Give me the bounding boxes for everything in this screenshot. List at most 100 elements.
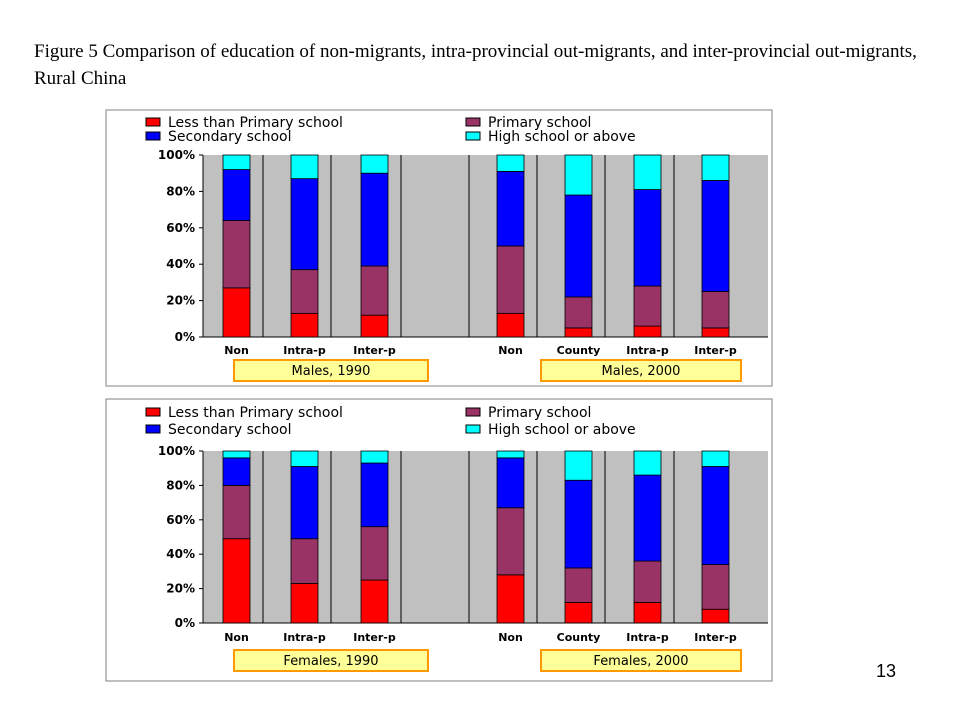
- females-bar-0-segment-3: [222, 450, 251, 459]
- females-bar-0-segment-1: [222, 484, 251, 540]
- females-bar-4-segment-2: [564, 479, 593, 569]
- males-y-tick-label-1: 20%: [166, 294, 195, 308]
- males-bar-1-segment-3: [290, 154, 319, 180]
- females-plot-area: [203, 451, 768, 623]
- females-bar-2-segment-2: [360, 462, 389, 528]
- males-legend-swatch-0: [145, 117, 161, 127]
- females-bar-2-segment-1: [360, 526, 389, 581]
- females-bar-2-segment-0: [360, 579, 389, 624]
- males-group-label-box-1: [540, 359, 742, 382]
- males-y-tick-label-5: 100%: [158, 148, 195, 162]
- females-bar-6-segment-0: [701, 608, 730, 624]
- males-bar-4-segment-1: [564, 296, 593, 329]
- males-bar-6-segment-2: [701, 180, 730, 292]
- females-bar-1-segment-2: [290, 466, 319, 540]
- males-y-tick-label-2: 40%: [166, 257, 195, 271]
- males-bar-2-segment-2: [360, 172, 389, 267]
- females-bar-3-segment-2: [496, 457, 525, 509]
- males-group-label-box-0: [233, 359, 429, 382]
- females-bar-6-segment-1: [701, 564, 730, 610]
- males-bar-3-segment-3: [496, 154, 525, 172]
- males-legend-label-2: Secondary school: [168, 129, 291, 145]
- males-category-label-1: Intra-p: [283, 344, 326, 357]
- females-group-label-1: Females, 2000: [593, 654, 688, 669]
- females-bar-2-segment-3: [360, 450, 389, 464]
- females-legend-swatch-1: [465, 407, 481, 417]
- females-category-label-1: Intra-p: [283, 631, 326, 644]
- females-bar-5-segment-3: [633, 450, 662, 476]
- males-plot-area: [203, 155, 768, 337]
- females-category-label-0: Non: [224, 631, 249, 644]
- males-bar-3-segment-2: [496, 170, 525, 247]
- females-bar-6-segment-2: [701, 466, 730, 565]
- males-bar-5-segment-0: [633, 325, 662, 338]
- males-category-label-0: Non: [224, 344, 249, 357]
- males-bar-5-segment-2: [633, 189, 662, 287]
- females-y-tick-label-1: 20%: [166, 582, 195, 596]
- males-bar-0-segment-3: [222, 154, 251, 170]
- females-y-tick-label-3: 60%: [166, 513, 195, 527]
- males-bar-2-segment-0: [360, 314, 389, 338]
- males-legend-swatch-2: [145, 131, 161, 141]
- females-category-label-5: Intra-p: [626, 631, 669, 644]
- males-bar-0-segment-2: [222, 169, 251, 221]
- females-bar-5-segment-1: [633, 560, 662, 603]
- females-bar-3-segment-0: [496, 574, 525, 624]
- females-bar-5-segment-0: [633, 601, 662, 624]
- females-bar-4-segment-3: [564, 450, 593, 481]
- females-category-label-6: Inter-p: [694, 631, 737, 644]
- females-group-label-box-0: [233, 649, 429, 672]
- females-legend-label-1: Primary school: [488, 405, 591, 421]
- females-bar-4-segment-0: [564, 601, 593, 624]
- males-bar-3-segment-1: [496, 245, 525, 314]
- females-group-label-box-1: [540, 649, 742, 672]
- females-legend-swatch-2: [145, 424, 161, 434]
- males-category-label-3: Non: [498, 344, 523, 357]
- males-bar-1-segment-0: [290, 312, 319, 338]
- page-number: 13: [876, 661, 897, 681]
- males-category-label-6: Inter-p: [694, 344, 737, 357]
- females-y-tick-label-0: 0%: [175, 616, 195, 630]
- males-y-tick-label-3: 60%: [166, 221, 195, 235]
- females-legend-label-2: Secondary school: [168, 422, 291, 438]
- females-legend-swatch-3: [465, 424, 481, 434]
- males-bar-6-segment-3: [701, 154, 730, 181]
- males-bar-2-segment-1: [360, 265, 389, 316]
- males-category-label-4: County: [557, 344, 601, 357]
- males-bar-0-segment-0: [222, 287, 251, 338]
- males-y-tick-label-0: 0%: [175, 330, 195, 344]
- males-bar-6-segment-1: [701, 291, 730, 329]
- females-bar-1-segment-3: [290, 450, 319, 467]
- females-bar-4-segment-1: [564, 567, 593, 603]
- males-bar-3-segment-0: [496, 312, 525, 338]
- males-bar-5-segment-1: [633, 285, 662, 327]
- males-bar-4-segment-2: [564, 194, 593, 298]
- females-y-tick-label-2: 40%: [166, 547, 195, 561]
- males-legend-swatch-3: [465, 131, 481, 141]
- females-legend-label-0: Less than Primary school: [168, 405, 343, 421]
- males-bar-4-segment-3: [564, 154, 593, 196]
- females-y-tick-label-5: 100%: [158, 444, 195, 458]
- males-bar-0-segment-1: [222, 220, 251, 289]
- males-y-tick-label-4: 80%: [166, 184, 195, 198]
- females-bar-3-segment-3: [496, 450, 525, 459]
- males-legend-label-0: Less than Primary school: [168, 115, 343, 131]
- females-category-label-3: Non: [498, 631, 523, 644]
- females-bar-0-segment-0: [222, 538, 251, 624]
- males-group-label-1: Males, 2000: [602, 364, 681, 379]
- males-legend-swatch-1: [465, 117, 481, 127]
- females-group-label-0: Females, 1990: [283, 654, 378, 669]
- males-legend-label-1: Primary school: [488, 115, 591, 131]
- males-legend-label-3: High school or above: [488, 129, 636, 145]
- males-group-label-0: Males, 1990: [292, 364, 371, 379]
- females-legend-swatch-0: [145, 407, 161, 417]
- figure-caption: Figure 5 Comparison of education of non-…: [34, 41, 917, 89]
- males-bar-6-segment-0: [701, 327, 730, 338]
- females-category-label-4: County: [557, 631, 601, 644]
- males-bar-2-segment-3: [360, 154, 389, 174]
- females-bar-5-segment-2: [633, 474, 662, 562]
- males-category-label-2: Inter-p: [353, 344, 396, 357]
- females-category-label-2: Inter-p: [353, 631, 396, 644]
- males-bar-1-segment-2: [290, 178, 319, 271]
